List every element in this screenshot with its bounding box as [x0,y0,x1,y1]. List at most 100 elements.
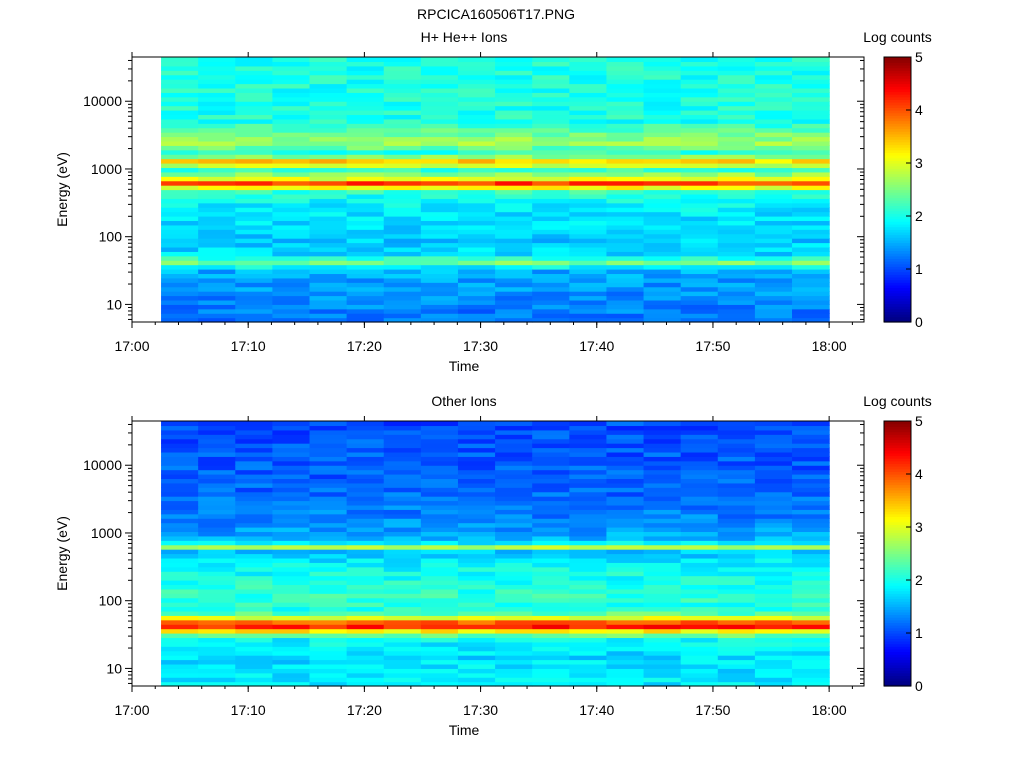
heatmap-cell [606,123,645,129]
heatmap-cell [569,500,608,506]
heatmap-cell [346,229,385,235]
heatmap-cell [161,123,199,129]
heatmap-cell [569,136,608,142]
heatmap-cell [532,127,570,133]
heatmap-cell [532,434,570,440]
colorbar-segment [884,247,911,252]
heatmap-cell [606,198,645,204]
heatmap-cell [569,522,608,528]
heatmap-cell [792,207,830,213]
heatmap-cell [606,434,645,440]
heatmap-cell [754,70,793,76]
heatmap-cell [643,220,682,226]
heatmap-cell [309,447,348,453]
heatmap-cell [346,118,385,124]
heatmap-cell [754,193,793,199]
heatmap-cell [643,229,682,235]
heatmap-cell [457,273,496,279]
heatmap-cell [569,127,608,133]
heatmap-cell [272,246,311,252]
heatmap-cell [309,544,348,550]
heatmap-cell [272,96,311,102]
heatmap-cell [309,145,348,151]
heatmap-cell [569,668,608,674]
heatmap-cell [495,304,533,310]
heatmap-cell [161,317,199,323]
heatmap-cell [309,438,348,444]
heatmap-cell [383,171,422,177]
heatmap-cell [532,668,570,674]
heatmap-cell [346,655,385,661]
heatmap-cell [495,317,533,323]
heatmap-cell [643,641,682,647]
colorbar-segment [884,487,911,491]
heatmap-cell [606,74,645,80]
heatmap-cell [161,238,199,244]
heatmap-cell [717,434,756,440]
heatmap-cell [420,291,459,297]
heatmap-cell [532,655,570,661]
heatmap-cell [532,123,570,129]
colorbar-segment [884,192,911,196]
heatmap-cell [272,61,311,67]
heatmap-cell [717,313,756,319]
heatmap-cell [383,500,422,506]
heatmap-cell [680,180,719,186]
heatmap-cell [161,610,199,616]
colorbar-segment [884,274,911,278]
heatmap-cell [606,216,645,222]
heatmap-cell [235,633,273,639]
colorbar-segment [884,577,911,581]
heatmap-cell [717,132,756,138]
heatmap-cell [309,540,348,546]
heatmap-cell [680,478,719,484]
heatmap-cell [272,233,311,239]
heatmap-cell [235,602,273,608]
colorbar-segment [884,500,911,504]
heatmap-cell [532,132,570,138]
heatmap-cell [346,233,385,239]
heatmap-cell [643,154,682,160]
heatmap-cell [235,220,273,226]
heatmap-cell [680,313,719,319]
heatmap-cell [309,562,348,568]
heatmap-cell [717,681,756,687]
heatmap-cell [457,171,496,177]
heatmap-cell [643,65,682,71]
heatmap-cell [309,158,348,164]
colorbar-segment [884,239,911,244]
heatmap-cell [235,224,273,230]
heatmap-cell [198,299,236,305]
heatmap-cell [717,491,756,497]
colorbar-segment [884,155,911,159]
heatmap-cell [235,317,273,323]
colorbar-segment [884,120,911,124]
heatmap-cell [754,291,793,297]
heatmap-cell [309,251,348,257]
heatmap-cell [532,677,570,683]
heatmap-cell [680,628,719,634]
heatmap-cell [643,70,682,76]
heatmap-cell [161,61,199,67]
heatmap-cell [420,672,459,678]
heatmap-cell [272,92,311,98]
heatmap-cell [717,588,756,594]
heatmap-cell [792,566,830,572]
heatmap-cell [792,286,830,292]
heatmap-cell [792,277,830,283]
colorbar-tick-label: 1 [915,625,923,641]
heatmap-cell [272,176,311,182]
heatmap-cell [420,229,459,235]
heatmap-cell [420,451,459,457]
heatmap-cell [680,277,719,283]
heatmap-cell [161,628,199,634]
heatmap-cell [457,308,496,314]
heatmap-cell [235,429,273,435]
heatmap-cell [792,255,830,261]
heatmap-cell [717,544,756,550]
heatmap-cell [420,438,459,444]
heatmap-cell [420,527,459,533]
heatmap-cell [532,575,570,581]
heatmap-cell [532,482,570,488]
x-tick-label: 17:40 [579,338,614,354]
